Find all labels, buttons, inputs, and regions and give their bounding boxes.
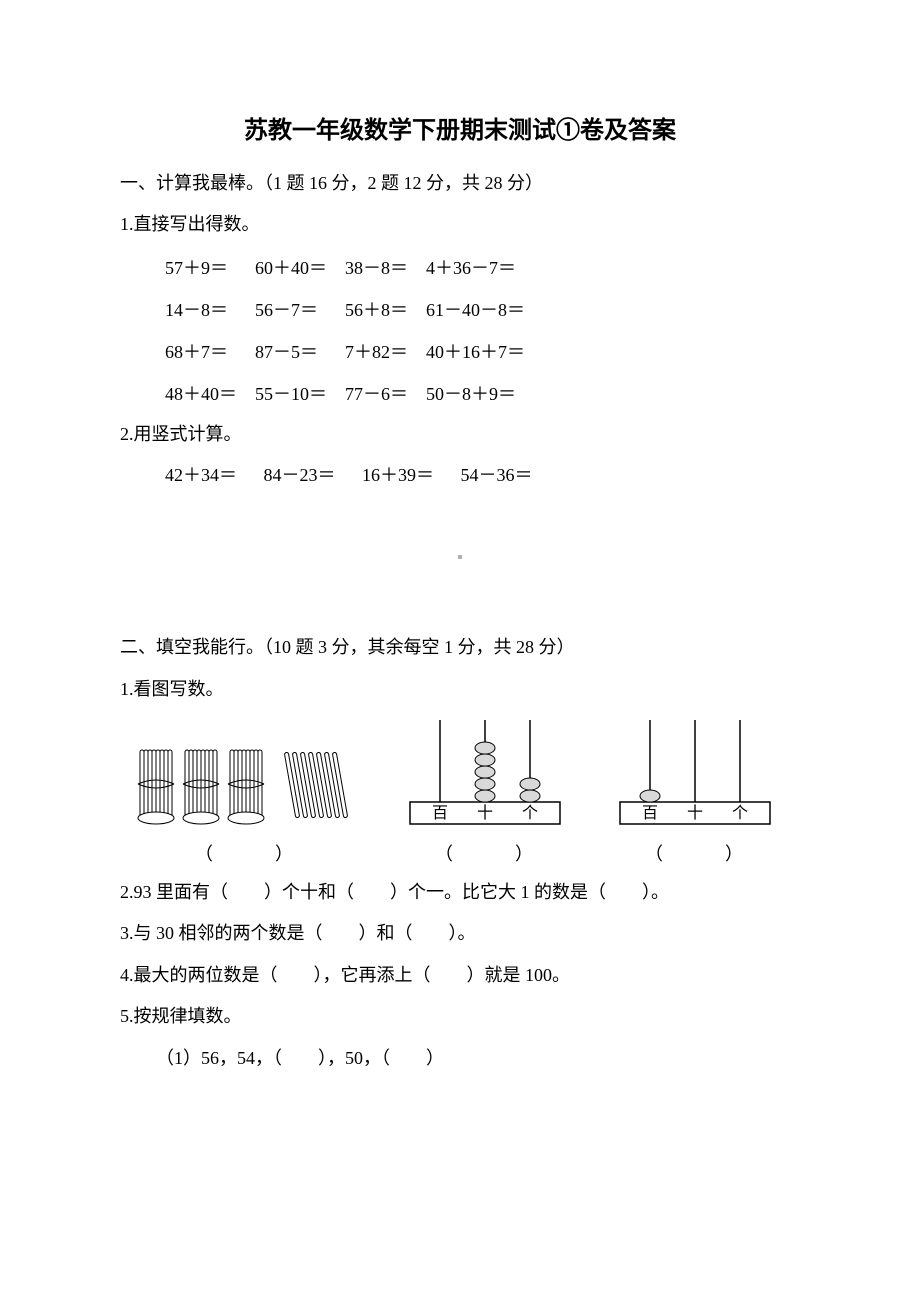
arith-cell: 77－6＝ (345, 372, 426, 414)
arith-cell: 4＋36－7＝ (426, 246, 543, 288)
arith-cell: 68＋7＝ (165, 330, 255, 372)
s2-q5-1: （1）56，54，（ ），50，（ ） (120, 1038, 800, 1079)
q1-label: 1.直接写出得数。 (120, 204, 800, 245)
abacus-icon: 百 十 个 (400, 720, 570, 830)
arith-cell: 61－40－8＝ (426, 288, 543, 330)
s2-q3: 3.与 30 相邻的两个数是（ ）和（ ）。 (120, 913, 800, 954)
center-marker-icon (458, 555, 462, 559)
page-title: 苏教一年级数学下册期末测试①卷及答案 (120, 110, 800, 145)
label-shi: 十 (687, 804, 703, 822)
figure-abacus-1: 百 十 个 （ ） (400, 720, 570, 866)
figures-row: （ ） (130, 720, 800, 866)
workspace-gap (120, 487, 800, 627)
label-bai: 百 (642, 805, 658, 822)
arith-cell: 56＋8＝ (345, 288, 426, 330)
s2-q4: 4.最大的两位数是（ ），它再添上（ ）就是 100。 (120, 955, 800, 996)
abacus-icon: 百 十 个 (610, 720, 780, 830)
label-ge: 个 (732, 804, 748, 822)
arith-cell: 87－5＝ (255, 330, 345, 372)
table-row: 57＋9＝ 60＋40＝ 38－8＝ 4＋36－7＝ (165, 246, 543, 288)
q2-item: 42＋34＝ (165, 465, 237, 485)
section2-heading: 二、填空我能行。（10 题 3 分，其余每空 1 分，共 28 分） (120, 627, 800, 668)
figure-sticks: （ ） (130, 740, 360, 866)
answer-blank: （ ） (435, 840, 535, 866)
q2-label: 2.用竖式计算。 (120, 414, 800, 455)
arithmetic-table: 57＋9＝ 60＋40＝ 38－8＝ 4＋36－7＝ 14－8＝ 56－7＝ 5… (165, 246, 543, 414)
s2-q2: 2.93 里面有（ ）个十和（ ）个一。比它大 1 的数是（ ）。 (120, 872, 800, 913)
arith-cell: 56－7＝ (255, 288, 345, 330)
arith-cell: 7＋82＝ (345, 330, 426, 372)
table-row: 48＋40＝ 55－10＝ 77－6＝ 50－8＋9＝ (165, 372, 543, 414)
label-ge: 个 (522, 804, 538, 822)
figure-abacus-2: 百 十 个 （ ） (610, 720, 780, 866)
arith-cell: 48＋40＝ (165, 372, 255, 414)
sticks-icon (130, 740, 360, 830)
q2-item: 84－23＝ (264, 465, 336, 485)
answer-blank: （ ） (195, 840, 295, 866)
s2-q5: 5.按规律填数。 (120, 996, 800, 1037)
section1-heading: 一、计算我最棒。（1 题 16 分，2 题 12 分，共 28 分） (120, 163, 800, 204)
arith-cell: 57＋9＝ (165, 246, 255, 288)
answer-blank: （ ） (645, 840, 745, 866)
arith-cell: 14－8＝ (165, 288, 255, 330)
label-shi: 十 (477, 804, 493, 822)
page: 苏教一年级数学下册期末测试①卷及答案 一、计算我最棒。（1 题 16 分，2 题… (0, 0, 920, 1301)
q2-items: 42＋34＝ 84－23＝ 16＋39＝ 54－36＝ (165, 461, 800, 487)
table-row: 68＋7＝ 87－5＝ 7＋82＝ 40＋16＋7＝ (165, 330, 543, 372)
table-row: 14－8＝ 56－7＝ 56＋8＝ 61－40－8＝ (165, 288, 543, 330)
label-bai: 百 (432, 805, 448, 822)
s2-q1-label: 1.看图写数。 (120, 669, 800, 710)
arith-cell: 50－8＋9＝ (426, 372, 543, 414)
arith-cell: 60＋40＝ (255, 246, 345, 288)
q2-item: 54－36＝ (461, 465, 533, 485)
arith-cell: 40＋16＋7＝ (426, 330, 543, 372)
arith-cell: 38－8＝ (345, 246, 426, 288)
q2-item: 16＋39＝ (362, 465, 434, 485)
arith-cell: 55－10＝ (255, 372, 345, 414)
